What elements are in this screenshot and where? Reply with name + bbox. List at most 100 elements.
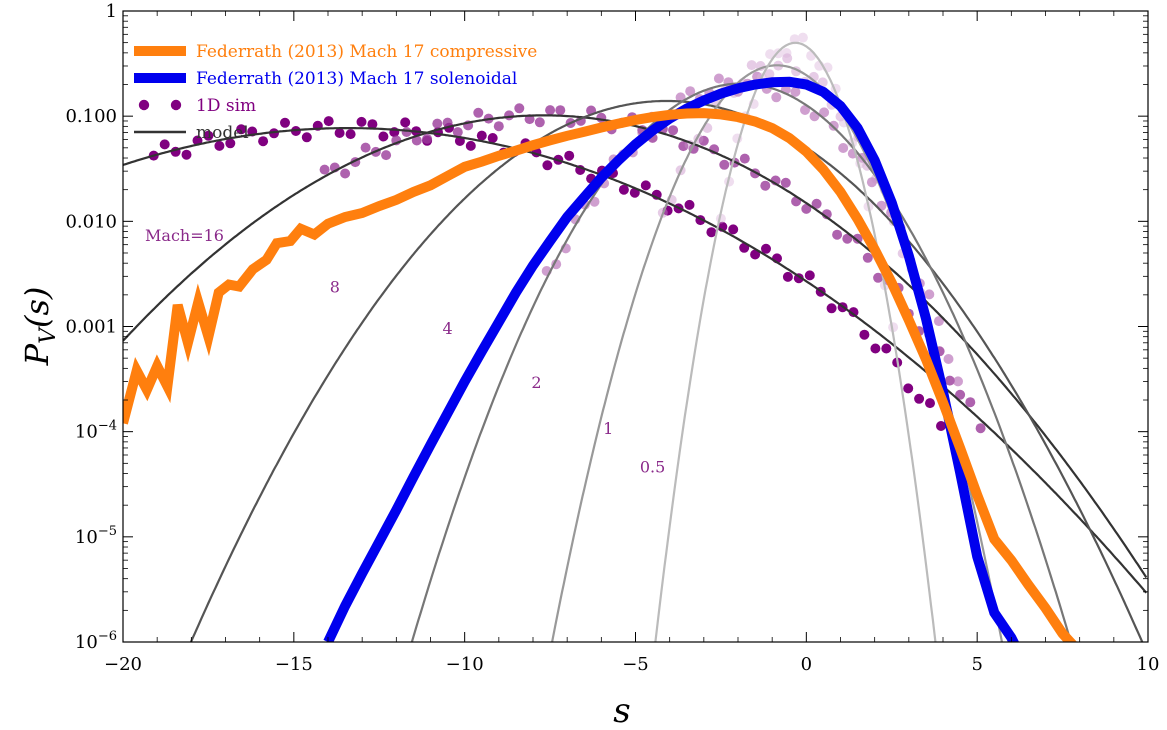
mach-labels: Mach=16 8 4 2 1 0.5 (145, 226, 665, 476)
sim-point (782, 271, 793, 282)
sim-point (640, 180, 651, 191)
sim-point (765, 49, 776, 60)
sim-point (514, 103, 525, 114)
sim-point (804, 270, 815, 281)
compressive-line (123, 108, 1078, 642)
sim-point (852, 233, 863, 244)
x-tick-label: −5 (622, 654, 649, 675)
y-tick-label: 0.100 (65, 106, 117, 127)
mach-label: 8 (330, 278, 340, 297)
sim-point (790, 86, 801, 97)
solenoidal-line (323, 76, 1020, 642)
sim-point (323, 116, 334, 127)
sim-point (817, 77, 828, 88)
sim-series-mach-16 (148, 116, 946, 431)
sim-point (542, 160, 553, 171)
sim-point (678, 141, 689, 152)
sim-point (400, 117, 411, 128)
sim-point (761, 243, 771, 254)
mach-label: 2 (531, 373, 541, 392)
sim-point (618, 184, 629, 195)
y-axis-title-sub: V (36, 326, 61, 344)
sim-point (422, 133, 433, 144)
sim-point (903, 383, 914, 394)
y-axis-title-main: P (18, 343, 56, 366)
legend-label-sim: 1D sim (196, 96, 256, 116)
sim-point (719, 159, 730, 170)
sim-point (914, 393, 925, 404)
y-tick-label-exp: −4 (98, 419, 117, 434)
sim-point (214, 140, 225, 151)
legend-marker-sim-2 (170, 99, 182, 111)
sim-point (832, 229, 843, 240)
plot-frame (122, 10, 1149, 643)
sim-point (476, 130, 487, 141)
sim-point (706, 227, 717, 238)
x-tick-label: 0 (801, 654, 812, 675)
sim-point (826, 303, 837, 314)
sim-point (340, 168, 351, 179)
sim-point (848, 307, 859, 318)
sim-point (545, 105, 556, 116)
sim-point (859, 329, 870, 340)
model-curve-mach-8 (123, 114, 1148, 579)
model-curve-mach-16 (123, 127, 1148, 594)
sim-point (943, 354, 954, 364)
y-tick-label: 10−5 (75, 524, 117, 548)
sim-point (159, 139, 170, 150)
mach-label: Mach=16 (145, 226, 224, 245)
sim-point (319, 164, 330, 175)
sim-point (555, 105, 566, 116)
axis-ticks: −20 −15 −10 −5 0 5 1010−610−510−40.0010.0100.1… (65, 1, 1159, 675)
sim-point (668, 125, 679, 136)
sim-point (280, 117, 290, 128)
y-axis-title-paren: (s) (18, 287, 56, 328)
sim-point (965, 397, 976, 408)
y-tick-label-base: 10 (75, 632, 98, 653)
sim-point (975, 423, 986, 434)
model-curve-mach-0.5 (654, 41, 937, 642)
sim-point (797, 32, 808, 43)
sim-point (728, 224, 739, 235)
sim-point (564, 150, 575, 161)
sim-point (870, 343, 881, 354)
mach-label: 4 (442, 319, 452, 338)
sim-point (534, 117, 545, 128)
sim-point (465, 140, 476, 151)
legend: Federrath (2013) Mach 17 compressive Fed… (134, 42, 537, 143)
sim-point (378, 131, 389, 142)
sim-point (925, 398, 935, 409)
x-axis-title: s (613, 691, 630, 730)
y-tick-label-base: 10 (75, 422, 98, 443)
x-tick-label: 10 (1137, 654, 1160, 675)
sim-point (301, 132, 312, 143)
sim-point (596, 112, 607, 123)
model-curve-mach-4 (189, 99, 1144, 642)
legend-label-model: model (196, 123, 249, 143)
legend-marker-sim-1 (138, 99, 150, 111)
sim-point (367, 119, 378, 130)
sim-point (936, 421, 946, 431)
sim-point (452, 127, 463, 138)
sim-point (801, 203, 812, 214)
sim-point (838, 143, 849, 153)
sim-point (771, 92, 782, 103)
sim-point (746, 60, 757, 71)
sim-point (955, 389, 966, 400)
sim-point (873, 272, 884, 283)
sim-point (739, 242, 750, 253)
sim-point (760, 180, 771, 191)
svg-text:PV(s): PV(s) (18, 287, 61, 367)
x-tick-label: 5 (971, 654, 982, 675)
mach-label: 0.5 (640, 457, 665, 476)
sim-point (473, 107, 484, 118)
sim-point (504, 110, 515, 121)
sim-point (933, 316, 944, 327)
sim-point (782, 53, 793, 64)
sim-point (750, 249, 761, 260)
y-tick-label-exp: −5 (98, 524, 117, 539)
sim-point (411, 135, 422, 146)
sim-point (764, 69, 775, 80)
sim-point (713, 73, 724, 84)
y-tick-label: 1 (106, 1, 117, 22)
